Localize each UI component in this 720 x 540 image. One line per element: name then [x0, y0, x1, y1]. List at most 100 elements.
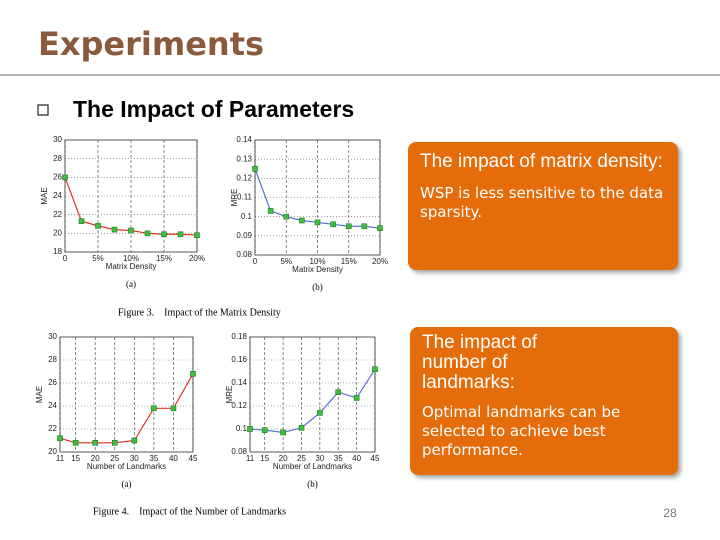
- data-point: [170, 405, 177, 412]
- y-tick-label: 0.11: [237, 193, 253, 202]
- x-tick-label: 15%: [156, 254, 172, 263]
- chart-sublabel: (a): [122, 479, 132, 489]
- y-tick-label: 0.13: [236, 154, 252, 163]
- y-tick-label: 24: [48, 401, 57, 410]
- data-point: [128, 227, 134, 234]
- plot-frame: [249, 336, 376, 453]
- plot-frame: [254, 139, 381, 256]
- x-tick-label: 25: [297, 454, 306, 463]
- x-tick-label: 11: [56, 454, 65, 463]
- y-tick-label: 0.08: [236, 250, 252, 259]
- data-point: [372, 366, 378, 373]
- data-point: [330, 221, 336, 228]
- data-point: [261, 427, 268, 433]
- x-tick-label: 45: [189, 454, 198, 463]
- x-tick-label: 10%: [309, 257, 325, 266]
- y-tick-label: 0.1: [241, 212, 253, 221]
- bullet-icon: [37, 104, 49, 116]
- x-tick-label: 40: [352, 454, 361, 463]
- data-point: [252, 165, 258, 172]
- x-axis-label: Matrix Density: [292, 265, 343, 274]
- callout-body: Optimal landmarks can be selected to ach…: [422, 403, 621, 459]
- data-point: [177, 231, 184, 238]
- chart-sublabel: (b): [312, 282, 323, 292]
- data-point: [345, 223, 352, 230]
- y-tick-label: 20: [53, 228, 62, 237]
- data-line: [59, 373, 194, 444]
- y-axis-label: MAE: [35, 386, 44, 403]
- x-tick-label: 0: [253, 257, 258, 266]
- y-tick-label: 20: [48, 447, 57, 456]
- y-tick-label: 22: [53, 210, 62, 219]
- y-tick-label: 24: [53, 191, 62, 200]
- data-point: [161, 231, 167, 238]
- data-point: [361, 223, 368, 230]
- x-tick-label: 15%: [341, 257, 357, 266]
- figure-caption: Figure 4. Impact of the Number of Landma…: [93, 506, 286, 517]
- plot-frame: [59, 336, 194, 453]
- data-point: [267, 208, 274, 214]
- x-tick-label: 20: [279, 454, 288, 463]
- x-tick-label: 35: [149, 454, 158, 463]
- x-tick-label: 25: [110, 454, 119, 463]
- data-point: [131, 437, 138, 444]
- callout-heading: The impact of number of landmarks:: [422, 332, 538, 393]
- y-tick-label: 28: [53, 154, 62, 163]
- data-point: [194, 232, 200, 238]
- data-point: [283, 213, 290, 220]
- x-tick-label: 45: [371, 454, 380, 463]
- x-tick-label: 40: [169, 454, 178, 463]
- chart-sublabel: (b): [307, 479, 318, 489]
- data-point: [72, 439, 79, 446]
- callout: The impact of matrix density: WSP is les…: [408, 142, 678, 270]
- data-point: [298, 425, 305, 431]
- y-tick-label: 0.12: [231, 401, 247, 410]
- y-tick-label: 0.14: [236, 135, 252, 144]
- y-tick-label: 0.1: [236, 424, 248, 433]
- x-tick-label: 30: [130, 454, 139, 463]
- y-tick-label: 0.09: [236, 231, 252, 240]
- y-tick-label: 26: [48, 378, 57, 387]
- data-point: [111, 439, 118, 446]
- callout: The impact of number of landmarks: Optim…: [410, 327, 678, 475]
- y-tick-label: 26: [53, 172, 62, 181]
- data-point: [314, 219, 321, 226]
- callout-body: WSP is less sensitive to the data sparsi…: [420, 184, 664, 221]
- chart-sublabel: (a): [126, 279, 136, 289]
- y-axis-label: MAE: [40, 187, 49, 204]
- y-tick-label: 0.16: [231, 355, 247, 364]
- data-point: [57, 435, 63, 442]
- x-axis-label: Number of Landmarks: [273, 462, 352, 471]
- y-tick-label: 0.14: [231, 378, 247, 387]
- y-tick-label: 0.18: [231, 332, 247, 341]
- x-tick-label: 5%: [280, 257, 292, 266]
- x-tick-label: 5%: [92, 254, 104, 263]
- y-tick-label: 18: [53, 247, 62, 256]
- x-tick-label: 11: [246, 454, 255, 463]
- data-point: [144, 230, 151, 237]
- y-tick-label: 0.12: [236, 173, 252, 182]
- page-number: 28: [663, 506, 677, 520]
- data-point: [62, 174, 68, 181]
- x-axis-label: Matrix Density: [106, 262, 157, 271]
- y-axis-label: MRE: [225, 386, 234, 404]
- x-tick-label: 15: [71, 454, 80, 463]
- data-point: [78, 218, 85, 224]
- x-tick-label: 15: [260, 454, 269, 463]
- y-tick-label: 0.08: [231, 447, 247, 456]
- x-axis-label: Number of Landmarks: [87, 462, 166, 471]
- x-tick-label: 10%: [123, 254, 139, 263]
- data-point: [335, 389, 342, 396]
- y-tick-label: 30: [48, 332, 57, 341]
- x-tick-label: 0: [63, 254, 68, 263]
- data-point: [280, 429, 286, 436]
- callout-heading: The impact of matrix density:: [420, 151, 663, 172]
- x-tick-label: 35: [334, 454, 343, 463]
- y-tick-label: 22: [48, 424, 57, 433]
- data-point: [377, 225, 383, 231]
- figure-caption: Figure 3. Impact of the Matrix Density: [118, 307, 281, 318]
- x-tick-label: 20%: [372, 257, 388, 266]
- data-line: [249, 368, 376, 434]
